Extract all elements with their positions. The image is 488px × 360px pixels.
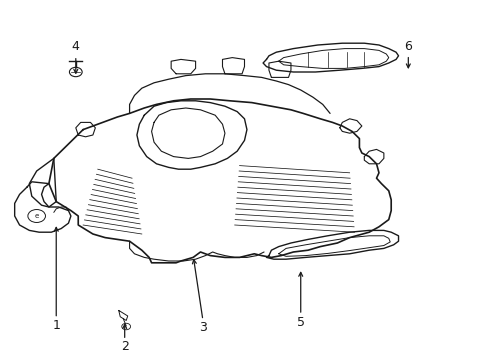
Text: e: e	[35, 213, 39, 219]
Text: 4: 4	[72, 40, 80, 53]
Text: 5: 5	[296, 316, 304, 329]
Text: 2: 2	[121, 340, 128, 353]
Text: 3: 3	[199, 321, 206, 334]
Text: 1: 1	[52, 319, 60, 332]
Text: 6: 6	[404, 40, 411, 53]
